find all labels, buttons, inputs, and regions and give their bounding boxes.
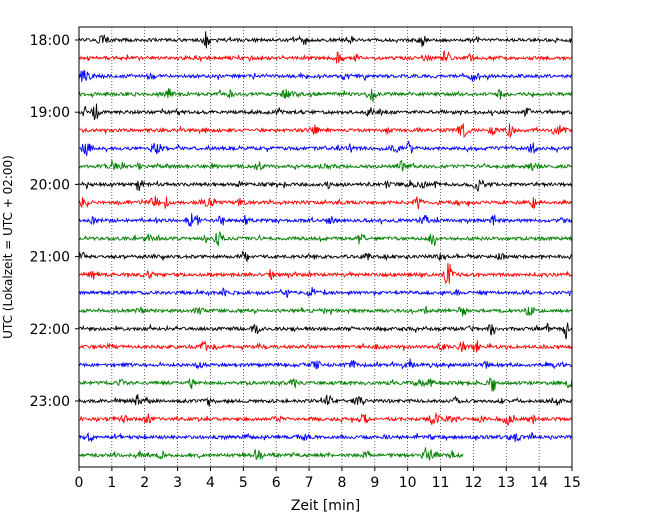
y-tick-label: 18:00	[30, 33, 70, 49]
seismic-trace-2345	[78, 447, 464, 461]
y-tick-label: 20:00	[30, 177, 70, 193]
seismic-trace-2200	[78, 322, 573, 340]
x-axis-label: Zeit [min]	[291, 498, 360, 514]
seismic-trace-1800	[78, 31, 573, 49]
x-tick-label: 7	[305, 475, 314, 491]
y-tick-label: 23:00	[30, 394, 70, 410]
x-tick-label: 6	[272, 475, 281, 491]
x-tick-label: 9	[370, 475, 379, 491]
seismic-trace-1845	[78, 88, 573, 103]
seismic-trace-2230	[78, 358, 573, 370]
x-tick-label: 13	[497, 475, 515, 491]
x-tick-label: 2	[140, 475, 149, 491]
x-tick-label: 15	[563, 475, 581, 491]
seismic-trace-1915	[78, 123, 573, 139]
x-axis-ticks: 0 1 2 3 4 5 6 7 8 9 10 11 12 13 14 15	[75, 467, 581, 491]
y-axis-label: UTC (Lokalzeit = UTC + 02:00)	[1, 155, 15, 339]
seismic-trace-1815	[78, 50, 572, 64]
x-tick-label: 12	[464, 475, 482, 491]
y-tick-label: 19:00	[30, 105, 70, 121]
plot-frame	[78, 26, 573, 468]
x-tick-label: 8	[337, 475, 346, 491]
seismic-trace-2300	[78, 393, 573, 407]
seismic-trace-2215	[78, 340, 573, 353]
seismic-trace-2245	[78, 377, 573, 392]
x-tick-label: 10	[399, 475, 417, 491]
y-tick-label: 21:00	[30, 250, 70, 266]
seismic-trace-1930	[78, 140, 573, 156]
seismic-trace-2115	[78, 262, 573, 285]
seismic-trace-2100	[78, 250, 573, 263]
seismic-traces	[78, 31, 573, 461]
y-tick-label: 22:00	[30, 322, 70, 338]
seismic-trace-1945	[78, 159, 573, 172]
seismic-trace-2315	[78, 411, 573, 427]
y-axis-ticks: 18:00 19:00 20:00 21:00 22:00 23:00	[30, 33, 79, 410]
x-tick-label: 0	[75, 475, 84, 491]
seismic-trace-2015	[78, 195, 573, 210]
grid-lines	[111, 27, 540, 467]
x-tick-label: 4	[206, 475, 215, 491]
seismic-trace-2045	[78, 230, 573, 247]
seismic-trace-2130	[78, 286, 573, 298]
x-tick-label: 1	[107, 475, 116, 491]
x-tick-label: 14	[530, 475, 548, 491]
seismic-trace-1900	[78, 103, 573, 121]
seismic-trace-2030	[78, 213, 573, 227]
seismic-trace-2145	[78, 305, 573, 317]
x-tick-label: 5	[239, 475, 248, 491]
x-tick-label: 11	[432, 475, 450, 491]
seismic-trace-2330	[78, 431, 573, 443]
seismic-trace-2000	[78, 179, 573, 193]
x-tick-label: 3	[173, 475, 182, 491]
seismic-trace-1830	[78, 70, 573, 83]
